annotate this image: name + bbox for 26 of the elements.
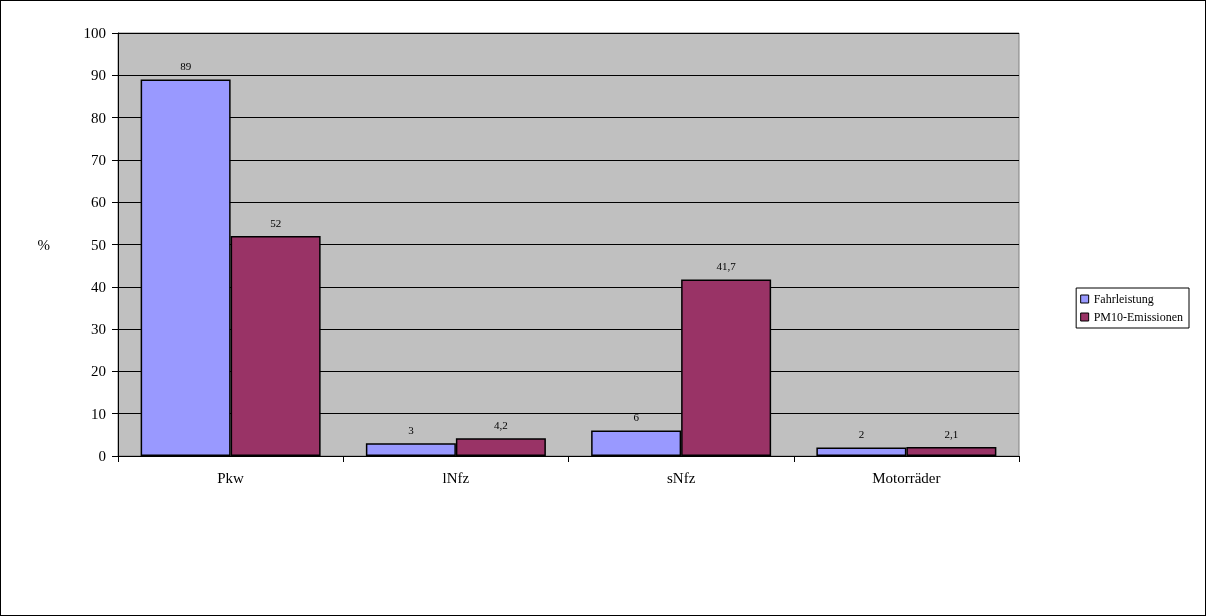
data-label: 89 bbox=[180, 60, 192, 73]
y-tick-label: 0 bbox=[98, 448, 106, 464]
y-axis-title: % bbox=[37, 236, 50, 253]
data-label: 2 bbox=[858, 428, 865, 441]
x-tick-label: Pkw bbox=[217, 469, 245, 486]
x-tick-label: sNfz bbox=[666, 469, 696, 486]
y-tick-label: 70 bbox=[91, 151, 106, 168]
data-label: 3 bbox=[408, 423, 415, 436]
y-tick-label: 40 bbox=[91, 278, 106, 295]
y-tick-label: 30 bbox=[91, 321, 106, 338]
legend-label: Fahrleistung bbox=[1093, 292, 1154, 306]
y-tick-label: 100 bbox=[83, 25, 106, 41]
data-label: 2,1 bbox=[944, 427, 959, 440]
data-label: 52 bbox=[270, 216, 282, 229]
x-tick-label: lNfz bbox=[442, 469, 470, 486]
data-label: 6 bbox=[633, 411, 640, 424]
legend-label: PM10-Emissionen bbox=[1093, 310, 1184, 324]
y-tick-label: 50 bbox=[91, 236, 106, 253]
y-tick-label: 60 bbox=[91, 194, 106, 211]
data-label: 41,7 bbox=[716, 260, 737, 273]
y-tick-label: 10 bbox=[91, 405, 106, 422]
y-tick-label: 80 bbox=[91, 109, 106, 126]
y-tick-label: 20 bbox=[91, 363, 106, 380]
y-tick-label: 90 bbox=[91, 67, 106, 84]
x-tick-label: Motorräder bbox=[872, 469, 941, 486]
data-label: 4,2 bbox=[494, 418, 508, 431]
